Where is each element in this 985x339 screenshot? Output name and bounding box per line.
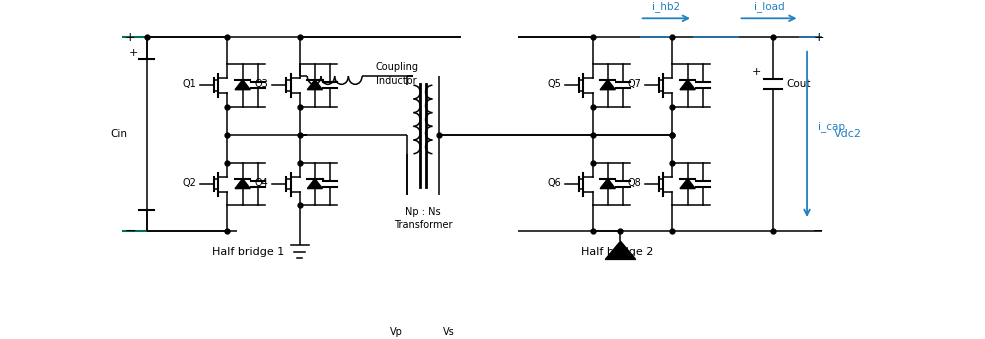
Polygon shape [600, 80, 616, 90]
Text: i_hb2: i_hb2 [652, 1, 681, 12]
Text: i_cap: i_cap [819, 121, 845, 132]
Text: −: − [124, 224, 136, 238]
Text: Q8: Q8 [627, 178, 641, 187]
Polygon shape [307, 179, 322, 188]
Text: Q3: Q3 [255, 79, 269, 89]
Text: Q6: Q6 [548, 178, 561, 187]
Text: Inductor: Inductor [375, 76, 417, 86]
Text: Half bridge 2: Half bridge 2 [581, 247, 653, 257]
Polygon shape [235, 80, 250, 90]
Text: Q2: Q2 [182, 178, 196, 187]
Text: Vdc2: Vdc2 [833, 129, 862, 139]
Polygon shape [307, 80, 322, 90]
Text: Cout: Cout [786, 79, 811, 89]
Text: +: + [128, 47, 138, 58]
Text: +: + [752, 66, 760, 77]
Text: Cin: Cin [110, 129, 128, 139]
Text: Vp: Vp [390, 327, 403, 337]
Text: +: + [814, 31, 823, 44]
Text: Np : Ns: Np : Ns [405, 206, 440, 217]
Text: Transformer: Transformer [394, 220, 452, 230]
Text: Coupling: Coupling [375, 62, 419, 72]
Polygon shape [600, 179, 616, 188]
Text: i_load: i_load [754, 1, 784, 12]
Text: −: − [814, 225, 823, 238]
Text: Q5: Q5 [548, 79, 561, 89]
Text: Q4: Q4 [255, 178, 269, 187]
Text: +: + [125, 31, 135, 44]
Polygon shape [680, 80, 695, 90]
Text: Vs: Vs [443, 327, 455, 337]
Text: Q1: Q1 [182, 79, 196, 89]
Polygon shape [605, 241, 635, 259]
Text: Q7: Q7 [627, 79, 641, 89]
Text: Half bridge 1: Half bridge 1 [212, 247, 284, 257]
Polygon shape [235, 179, 250, 188]
Polygon shape [680, 179, 695, 188]
